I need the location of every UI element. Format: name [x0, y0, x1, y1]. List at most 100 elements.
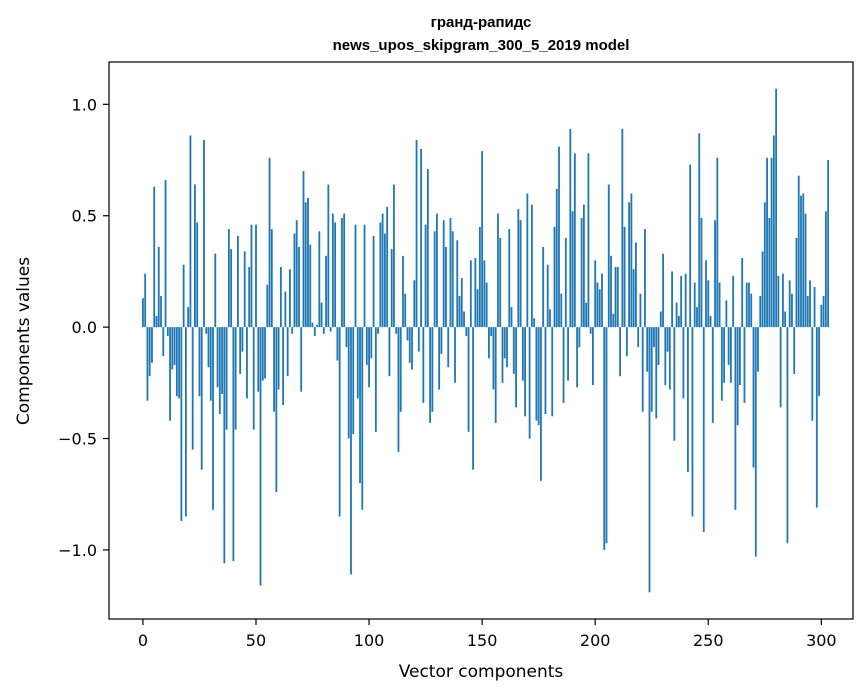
bar-194 [580, 217, 583, 328]
x-axis-label: Vector components [399, 662, 564, 682]
bar-234 [671, 271, 673, 328]
bar-268 [748, 282, 750, 328]
bar-185 [560, 293, 563, 328]
bar-119 [411, 327, 413, 370]
bar-39 [230, 249, 233, 328]
bar-285 [786, 327, 789, 544]
bar-85 [334, 222, 337, 328]
bar-212 [621, 128, 624, 328]
bar-52 [259, 327, 262, 586]
x-tick-label: 50 [246, 631, 266, 650]
bar-227 [655, 327, 658, 419]
bar-240 [684, 273, 687, 328]
bar-121 [415, 139, 418, 328]
bar-273 [759, 295, 762, 328]
bar-48 [250, 224, 253, 328]
bar-205 [605, 327, 608, 544]
bar-51 [257, 327, 260, 392]
bar-86 [336, 327, 339, 361]
bar-170 [526, 193, 529, 328]
bar-231 [664, 327, 667, 386]
bar-156 [494, 327, 497, 423]
bar-149 [478, 226, 481, 328]
bar-278 [770, 157, 773, 328]
bar-302 [824, 211, 827, 328]
bar-181 [551, 327, 554, 417]
bar-167 [519, 220, 522, 328]
x-tick-label: 200 [580, 631, 611, 650]
bar-137 [451, 231, 454, 328]
bar-301 [822, 295, 825, 328]
bar-219 [637, 327, 640, 348]
bar-197 [587, 153, 590, 328]
bar-26 [200, 327, 203, 470]
bar-147 [474, 258, 477, 328]
bar-100 [368, 327, 370, 388]
bar-184 [558, 146, 560, 328]
bar-63 [284, 291, 287, 328]
bar-139 [456, 240, 459, 328]
bar-254 [716, 157, 719, 328]
bar-144 [467, 327, 470, 432]
chart-title-line1: гранд-рапидс [431, 14, 532, 31]
bar-17 [180, 327, 183, 521]
bar-23 [194, 184, 196, 328]
bar-180 [549, 309, 551, 328]
bar-82 [327, 184, 330, 328]
bar-7 [157, 246, 160, 328]
bar-274 [761, 251, 764, 328]
bar-46 [246, 327, 248, 399]
bar-4 [151, 327, 153, 363]
bar-182 [553, 226, 556, 328]
y-tick-label: −0.5 [58, 430, 97, 449]
bar-110 [390, 249, 393, 328]
bar-225 [650, 327, 653, 412]
bar-284 [784, 311, 787, 328]
bar-140 [458, 295, 461, 328]
bar-210 [616, 266, 619, 328]
bar-157 [497, 213, 499, 328]
bar-78 [318, 231, 321, 328]
bar-99 [365, 327, 368, 366]
bar-296 [811, 327, 814, 421]
bar-54 [264, 327, 266, 379]
bar-299 [818, 327, 820, 397]
bar-255 [718, 282, 721, 328]
bar-195 [582, 204, 585, 328]
bar-94 [354, 224, 357, 328]
bar-298 [815, 327, 818, 508]
bar-70 [300, 327, 303, 392]
bar-232 [666, 327, 669, 352]
x-tick-label: 100 [354, 631, 385, 650]
bar-211 [619, 327, 621, 377]
bar-303 [827, 160, 830, 328]
bar-21 [189, 135, 192, 328]
bar-228 [657, 327, 660, 366]
bar-166 [517, 209, 520, 328]
bar-118 [408, 327, 411, 363]
bar-257 [723, 327, 726, 383]
bar-64 [286, 327, 289, 377]
bar-102 [372, 235, 375, 328]
bar-230 [662, 253, 664, 328]
bar-77 [316, 324, 318, 328]
bar-233 [668, 327, 671, 390]
bar-90 [345, 327, 348, 348]
bar-246 [698, 133, 701, 328]
bar-146 [472, 327, 474, 470]
bar-223 [646, 327, 649, 372]
x-tick-label: 300 [806, 631, 837, 650]
bar-175 [537, 327, 540, 426]
bar-280 [775, 88, 778, 328]
bar-176 [540, 327, 542, 481]
bar-79 [320, 302, 323, 328]
bar-272 [757, 327, 759, 372]
bar-27 [203, 139, 205, 328]
bar-3 [148, 327, 151, 377]
bar-253 [714, 220, 716, 328]
bar-154 [490, 327, 493, 337]
bar-32 [214, 253, 217, 328]
bar-130 [436, 213, 438, 328]
bar-126 [426, 168, 429, 328]
bar-28 [205, 327, 208, 334]
